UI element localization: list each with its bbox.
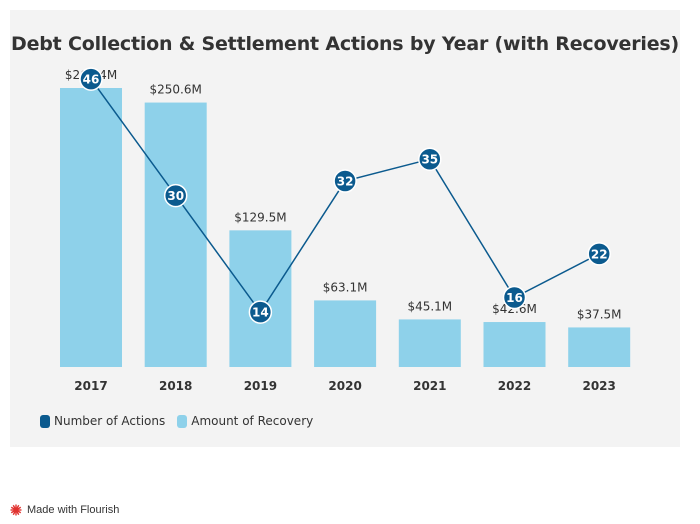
x-tick-label-2019: 2019 — [244, 379, 277, 393]
actions-point-2017 — [79, 67, 103, 91]
bar-2022 — [483, 322, 546, 367]
actions-point-label-2018: 30 — [167, 189, 184, 203]
x-tick-label-2023: 2023 — [582, 379, 615, 393]
legend-label-actions: Number of Actions — [54, 414, 166, 428]
actions-point-2020 — [333, 169, 357, 193]
legend-label-recovery: Amount of Recovery — [191, 414, 314, 428]
bar-value-label-2020: $63.1M — [323, 280, 368, 294]
actions-point-2023 — [587, 242, 611, 266]
bar-2021 — [398, 319, 461, 367]
legend-item-actions[interactable]: Number of Actions — [40, 414, 165, 428]
bar-value-label-2023: $37.5M — [577, 307, 622, 321]
legend-swatch-actions — [40, 414, 50, 428]
x-tick-label-2022: 2022 — [498, 379, 531, 393]
x-tick-label-2020: 2020 — [328, 379, 361, 393]
x-tick-label-2018: 2018 — [159, 379, 192, 393]
bar-2019 — [229, 230, 292, 367]
legend-swatch-recovery — [177, 414, 188, 428]
bar-2023 — [568, 327, 631, 367]
legend-item-recovery[interactable]: Amount of Recovery — [177, 414, 313, 428]
bar-value-label-2021: $45.1M — [407, 299, 452, 313]
flourish-credit-text: Made with Flourish — [27, 504, 120, 516]
x-tick-label-2021: 2021 — [413, 379, 446, 393]
actions-point-label-2020: 32 — [337, 175, 354, 189]
flourish-star-icon — [10, 504, 22, 516]
actions-point-2019 — [248, 300, 273, 324]
actions-point-label-2017: 46 — [83, 73, 100, 87]
actions-point-label-2023: 22 — [591, 247, 608, 261]
bar-value-label-2019: $129.5M — [234, 210, 286, 224]
chart-title: Debt Collection & Settlement Actions by … — [11, 33, 679, 55]
flourish-credit[interactable]: Made with Flourish — [10, 504, 119, 516]
actions-point-label-2021: 35 — [421, 153, 438, 167]
actions-point-label-2019: 14 — [252, 306, 269, 320]
x-tick-label-2017: 2017 — [74, 379, 107, 393]
actions-point-2022 — [502, 285, 527, 310]
bar-2020 — [314, 300, 377, 367]
bar-value-label-2018: $250.6M — [150, 83, 202, 97]
legend: Number of Actions Amount of Recovery — [40, 414, 325, 428]
actions-point-2018 — [163, 183, 188, 208]
bar-2017 — [60, 88, 122, 367]
actions-point-label-2022: 16 — [506, 291, 523, 305]
actions-point-2021 — [418, 147, 442, 171]
bar-2018 — [144, 102, 207, 368]
